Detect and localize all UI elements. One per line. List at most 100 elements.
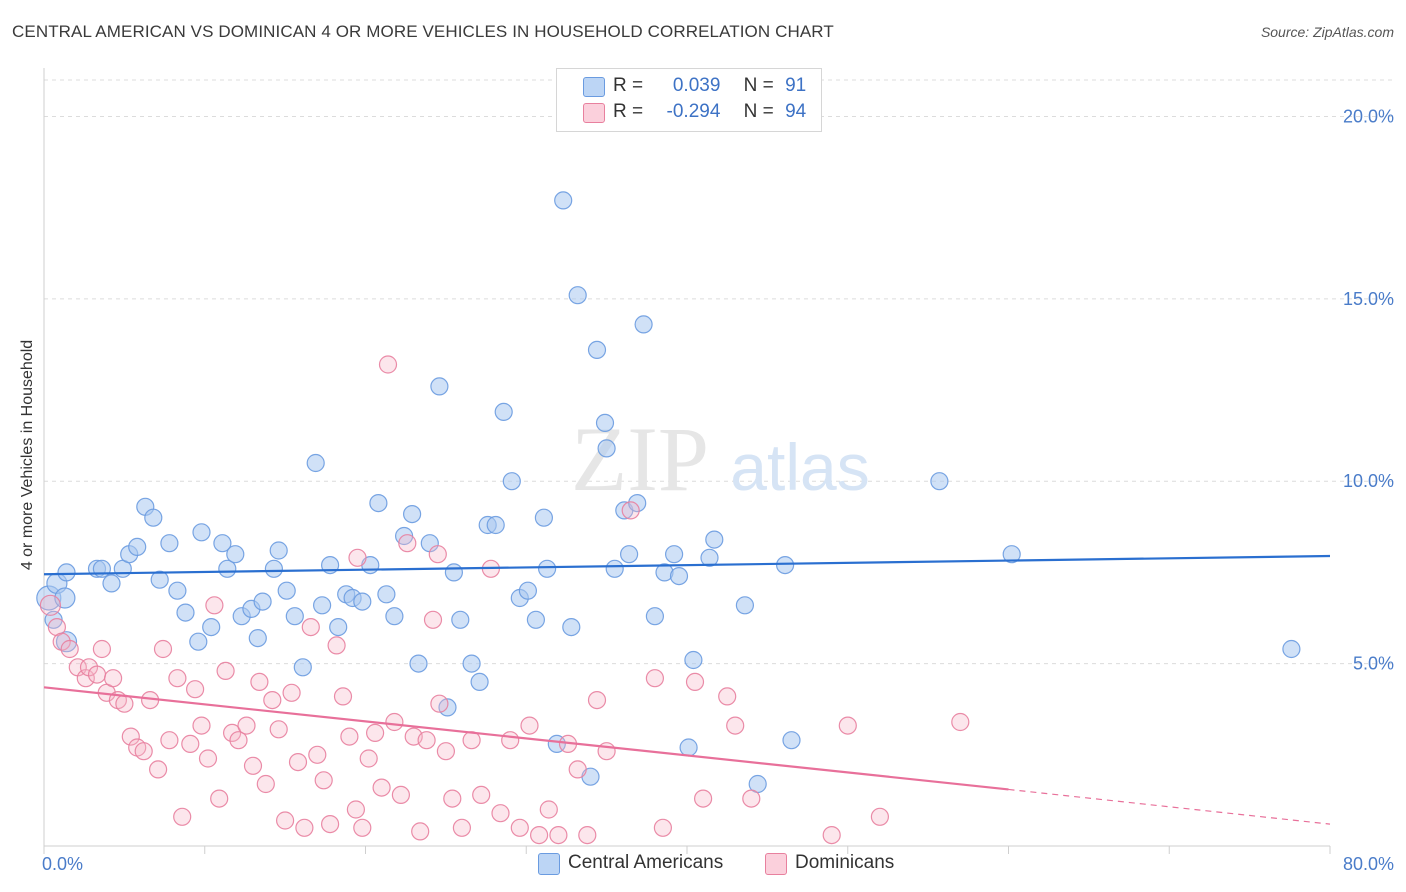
central-americans-point bbox=[568, 286, 587, 305]
legend-r-value-dominican: -0.294 bbox=[666, 101, 721, 122]
dominicans-point bbox=[621, 501, 640, 520]
dominicans-point bbox=[181, 734, 200, 754]
central-americans-point bbox=[597, 439, 616, 458]
dominicans-point bbox=[491, 804, 510, 823]
central-americans-point bbox=[353, 592, 372, 611]
central-americans-point bbox=[782, 731, 801, 750]
dominicans-point bbox=[237, 716, 256, 735]
dominicans-point bbox=[288, 752, 308, 772]
dominicans-point bbox=[92, 639, 112, 659]
central-americans-point bbox=[218, 559, 237, 578]
dominicans-point bbox=[568, 760, 587, 779]
axes bbox=[43, 68, 1331, 854]
y-tick-label: 10.0% bbox=[1343, 471, 1394, 491]
central-americans-point bbox=[775, 555, 795, 575]
dominicans-point bbox=[501, 731, 520, 750]
dominicans-point bbox=[353, 818, 372, 837]
dominicans-points bbox=[39, 355, 970, 845]
central-americans-swatch bbox=[538, 853, 560, 875]
legend-swatch-central bbox=[583, 77, 605, 97]
central-americans-point bbox=[679, 738, 698, 757]
dominicans-point bbox=[333, 687, 353, 706]
central-americans-point bbox=[409, 654, 428, 673]
chart-title: CENTRAL AMERICAN VS DOMINICAN 4 OR MORE … bbox=[12, 22, 834, 41]
legend-n-value-central: 91 bbox=[785, 75, 807, 96]
central-americans-point bbox=[526, 610, 546, 629]
central-americans-point bbox=[128, 537, 147, 557]
dominicans-point bbox=[366, 723, 385, 743]
central-americans-point bbox=[444, 563, 463, 582]
dominicans-point bbox=[645, 669, 665, 688]
dominicans-point bbox=[263, 690, 282, 710]
dominicans-point bbox=[216, 661, 235, 681]
tick-labels: 5.0% 10.0% 15.0% 20.0% 0.0% 80.0% bbox=[42, 106, 1394, 874]
x-tick-label-max: 80.0% bbox=[1343, 854, 1394, 874]
dominicans-point bbox=[39, 594, 62, 616]
central-americans-point bbox=[160, 534, 179, 553]
dominicans-point bbox=[87, 665, 107, 684]
central-americans-point bbox=[150, 570, 169, 589]
central-americans-point bbox=[385, 607, 404, 626]
dominicans-point bbox=[436, 742, 455, 761]
dominicans-point bbox=[578, 825, 597, 845]
dominicans-swatch bbox=[765, 853, 787, 875]
dominicans-point bbox=[327, 636, 346, 655]
dominicans-point bbox=[192, 716, 211, 735]
dominicans-point bbox=[47, 617, 67, 637]
dominicans-point bbox=[443, 789, 462, 808]
dominicans-point bbox=[121, 727, 140, 746]
dominicans-point bbox=[529, 825, 549, 845]
dominicans-point bbox=[587, 690, 607, 710]
dominicans-point bbox=[210, 789, 229, 808]
central-americans-point bbox=[202, 617, 221, 637]
central-americans-point bbox=[494, 402, 513, 421]
central-americans-point bbox=[168, 581, 187, 600]
legend-r-label: R = bbox=[613, 101, 644, 122]
central-americans-point bbox=[102, 574, 121, 593]
dominicans-point bbox=[348, 548, 367, 567]
dominicans-point bbox=[693, 789, 713, 808]
watermark-zip: ZIP bbox=[571, 408, 709, 510]
central-americans-point bbox=[277, 581, 296, 600]
dominicans-point bbox=[653, 818, 673, 837]
dominicans-point bbox=[314, 771, 333, 790]
central-americans-point bbox=[502, 472, 521, 491]
central-americans-point bbox=[462, 654, 481, 673]
dominicans-point bbox=[510, 818, 529, 837]
dominicans-point bbox=[423, 610, 443, 629]
central-americans-point bbox=[518, 581, 538, 600]
central-americans-point bbox=[57, 563, 76, 582]
dominicans-point bbox=[549, 825, 568, 845]
dominicans-point bbox=[198, 749, 218, 768]
dominicans-point bbox=[428, 545, 447, 564]
central-americans-point bbox=[176, 603, 195, 622]
central-americans-point bbox=[537, 559, 557, 578]
dominicans-point bbox=[385, 712, 404, 732]
dominicans-point bbox=[223, 723, 242, 743]
dominicans-trend-line bbox=[43, 686, 1009, 791]
dominicans-point bbox=[391, 785, 410, 805]
legend-r-label: R = bbox=[613, 75, 644, 96]
legend-n-value-dominican: 94 bbox=[785, 101, 807, 122]
dominicans-point bbox=[149, 760, 168, 779]
dominicans-trend-extension bbox=[1008, 788, 1331, 825]
dominicans-point bbox=[346, 800, 365, 819]
dominicans-point bbox=[411, 822, 430, 841]
dominicans-point bbox=[229, 731, 248, 750]
dominicans-point bbox=[378, 355, 398, 374]
dominicans-point bbox=[685, 672, 705, 692]
y-tick-label: 5.0% bbox=[1353, 654, 1394, 674]
central-americans-point bbox=[403, 504, 422, 524]
dominicans-point bbox=[359, 749, 378, 768]
gridlines bbox=[44, 79, 1394, 665]
legend-r-value-central: 0.039 bbox=[672, 75, 721, 96]
dominicans-point bbox=[205, 596, 224, 615]
dominicans-point bbox=[173, 807, 192, 826]
central-americans-point bbox=[192, 523, 211, 542]
central-americans-point bbox=[213, 534, 232, 553]
central-americans-point bbox=[735, 596, 755, 615]
central-americans-point bbox=[329, 617, 348, 637]
dominicans-point bbox=[539, 800, 558, 819]
central-americans-point bbox=[470, 672, 489, 692]
central-americans-point bbox=[92, 559, 112, 578]
